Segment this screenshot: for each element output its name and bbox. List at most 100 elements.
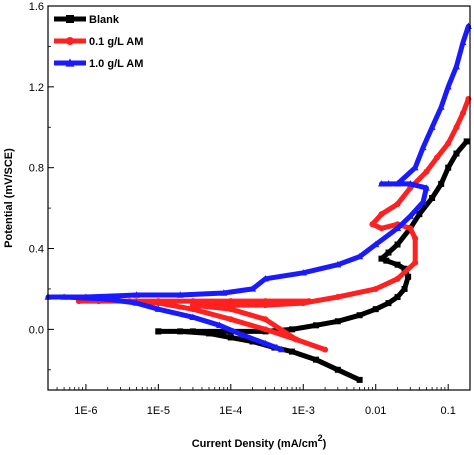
data-point [261, 275, 269, 282]
data-point [406, 180, 414, 187]
data-point [394, 261, 401, 268]
data-point [289, 326, 296, 333]
data-point [385, 300, 392, 307]
data-point [155, 328, 162, 335]
data-point [394, 201, 401, 208]
data-point [419, 143, 427, 151]
data-point [227, 316, 234, 323]
data-point [452, 62, 460, 70]
data-point [438, 180, 445, 187]
y-tick-label: 0.8 [29, 163, 44, 175]
x-axis-title-suffix: ) [323, 438, 327, 450]
data-point [155, 300, 162, 307]
data-point [220, 289, 228, 296]
data-point [249, 285, 257, 292]
legend-label: 0.1 g/L AM [89, 36, 143, 48]
data-point [422, 184, 430, 191]
data-point [240, 331, 248, 339]
legend-item-0: Blank [54, 14, 120, 26]
data-point [356, 376, 363, 383]
x-axis: 1E-6 1E-5 1E-4 1E-3 0.01 0.1 [47, 384, 471, 417]
data-point [82, 293, 90, 300]
x-tick-label: 1E-5 [147, 405, 170, 417]
data-point [60, 293, 68, 300]
data-point [189, 328, 196, 335]
x-tick-label: 1E-6 [74, 405, 97, 417]
data-point [289, 348, 296, 355]
data-point [104, 295, 112, 302]
data-point [306, 298, 313, 305]
legend-marker [65, 58, 75, 67]
legend-marker [66, 15, 74, 23]
data-point [437, 103, 445, 110]
data-point [378, 255, 385, 262]
data-point [445, 164, 452, 171]
data-point [205, 330, 212, 337]
data-point [412, 235, 419, 242]
legend-label: Blank [89, 14, 120, 26]
data-point [189, 313, 197, 320]
data-point [334, 318, 341, 325]
data-point [463, 138, 470, 145]
data-point [423, 168, 430, 175]
legend-item-2: 1.0 g/L AM [54, 58, 143, 70]
data-point [401, 265, 408, 272]
y-tick-label: 1.2 [29, 82, 44, 94]
data-point [216, 321, 224, 329]
data-point [334, 366, 341, 373]
data-point [383, 257, 390, 264]
data-point [444, 83, 452, 90]
legend-label: 1.0 g/L AM [89, 58, 143, 70]
data-point [378, 225, 385, 232]
x-tick-label: 0.1 [441, 405, 456, 417]
x-tick-label: 1E-3 [292, 405, 315, 417]
data-point [334, 260, 342, 268]
data-point [293, 336, 300, 343]
data-point [177, 328, 184, 335]
data-point [459, 38, 467, 46]
data-point [419, 198, 427, 205]
y-axis-title: Potential (mV/SCE) [3, 148, 15, 248]
data-point [356, 312, 363, 319]
data-point [445, 140, 452, 147]
data-point [433, 154, 440, 161]
data-point [384, 180, 392, 187]
data-point [378, 211, 385, 218]
x-tick-label: 1E-4 [219, 405, 242, 417]
data-point [459, 110, 466, 117]
data-point [313, 322, 320, 329]
data-point [372, 285, 379, 292]
series-line [76, 96, 471, 353]
data-point [401, 285, 408, 292]
data-point [412, 259, 419, 266]
data-point [334, 294, 341, 301]
data-point [154, 305, 162, 312]
data-point [411, 163, 419, 171]
data-point [407, 225, 414, 232]
data-point [262, 326, 269, 333]
x-axis-title-main: Current Density (mA/cm [192, 438, 318, 450]
data-point [394, 224, 402, 232]
y-tick-label: 0.0 [29, 324, 44, 336]
data-point [406, 212, 414, 219]
data-point [394, 275, 401, 282]
data-point [372, 306, 379, 313]
legend: Blank 0.1 g/L AM 1.0 g/L AM [54, 14, 143, 70]
data-point [227, 298, 234, 305]
legend-item-1: 0.1 g/L AM [54, 36, 143, 48]
data-point [189, 302, 196, 309]
plot-frame [47, 5, 471, 391]
data-point [133, 299, 141, 306]
series-layer [44, 22, 472, 383]
data-point [416, 211, 423, 218]
data-point [405, 273, 412, 280]
data-point [227, 306, 234, 313]
data-point [394, 294, 401, 301]
data-point [262, 302, 269, 309]
data-point [299, 269, 307, 276]
data-point [429, 195, 436, 201]
data-point [261, 339, 269, 347]
y-axis: 0.0 0.4 0.8 1.2 1.6 [29, 1, 54, 371]
data-point [277, 345, 285, 353]
